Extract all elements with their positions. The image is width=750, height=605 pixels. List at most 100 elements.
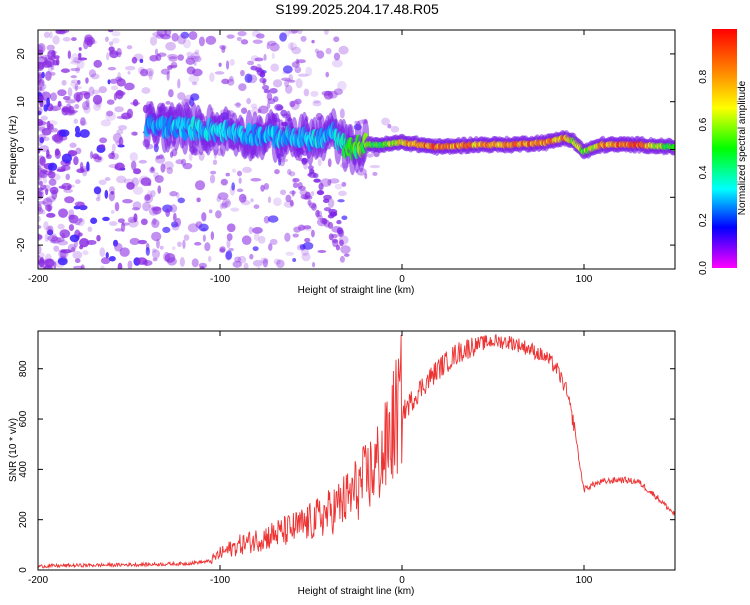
spectrogram-noise-blob: [292, 182, 299, 189]
spectrogram-noise-blob: [289, 199, 294, 207]
spectrogram-noise-blob: [283, 200, 295, 208]
spectrogram-noise-blob: [226, 34, 235, 39]
spectrogram-noise-blob: [311, 39, 315, 44]
spectrogram-noise-blob: [151, 231, 162, 242]
spectrogram-noise-blob: [381, 117, 390, 126]
spectrogram-noise-blob: [267, 40, 277, 46]
spectrogram-noise-blob: [46, 97, 51, 108]
x-tick-label: -200: [28, 575, 48, 586]
spectrogram-noise-blob: [106, 52, 110, 61]
spectrogram-noise-blob: [50, 92, 58, 102]
spectrogram-noise-blob: [156, 30, 167, 37]
spectrogram-noise-blob: [284, 30, 291, 37]
spectrogram-noise-blob: [90, 151, 94, 160]
spectrogram-noise-blob: [97, 156, 102, 161]
spectrogram-noise-blob: [325, 47, 332, 55]
spectrogram-noise-blob: [41, 127, 52, 136]
spectrogram-noise-blob: [329, 211, 338, 217]
y-tick-label: -20: [16, 237, 27, 252]
spectrogram-noise-blob: [38, 165, 42, 175]
spectrogram-noise-blob: [110, 191, 115, 195]
spectrogram-noise-blob: [58, 129, 70, 137]
spectrogram-noise-blob: [53, 133, 64, 144]
spectrogram-noise-blob: [296, 59, 306, 64]
spectrogram-noise-blob: [45, 70, 52, 81]
spectrogram-noise-blob: [215, 210, 222, 219]
spectrogram-noise-blob: [341, 215, 348, 221]
spectrogram-noise-blob: [95, 99, 103, 108]
spectrogram-noise-blob: [90, 73, 100, 80]
spectrogram-noise-blob: [113, 92, 117, 101]
spectrogram-noise-blob: [69, 60, 81, 65]
spectrogram-noise-blob: [57, 101, 62, 107]
spectrogram-noise-blob: [110, 209, 115, 214]
spectrogram-noise-blob: [93, 102, 101, 111]
spectrogram-noise-blob: [57, 240, 69, 246]
spectrogram-noise-blob: [65, 173, 70, 181]
spectrogram-noise-blob: [280, 189, 287, 196]
spectrogram-noise-blob: [41, 71, 45, 79]
spectrogram-noise-blob: [42, 197, 53, 207]
spectrogram-noise-blob: [162, 226, 171, 234]
spectrogram-noise-blob: [69, 142, 77, 148]
spectrogram-noise-blob: [71, 246, 76, 253]
spectrogram-noise-blob: [263, 54, 267, 61]
spectrogram-noise-blob: [292, 257, 297, 263]
spectrogram-noise-blob: [50, 105, 62, 111]
y-tick-label: 200: [18, 511, 29, 528]
spectrogram-noise-blob: [196, 197, 201, 203]
x-tick-label: -100: [210, 575, 230, 586]
spectrogram-noise-blob: [237, 31, 247, 37]
spectrogram-noise-blob: [341, 181, 347, 187]
spectrogram-noise-blob: [236, 36, 242, 42]
spectrogram-noise-blob: [70, 53, 80, 63]
spectrogram-noise-blob: [38, 176, 41, 182]
colorbar-tick-label: 0.4: [698, 165, 709, 179]
spectrogram-noise-blob: [108, 163, 120, 169]
spectrogram-noise-blob: [85, 77, 89, 84]
spectrogram-noise-blob: [298, 185, 306, 191]
spectrogram-noise-blob: [108, 152, 116, 160]
spectrogram-noise-blob: [293, 226, 302, 233]
spectrogram-noise-blob: [47, 205, 52, 213]
spectrogram-noise-blob: [165, 208, 170, 218]
spectrogram-noise-blob: [325, 71, 330, 78]
spectrogram-noise-blob: [177, 54, 184, 61]
spectrogram-noise-blob: [301, 247, 310, 256]
spectrogram-noise-blob: [109, 221, 118, 227]
spectrogram-noise-blob: [38, 121, 47, 126]
spectrogram-noise-blob: [99, 144, 106, 149]
spectrogram-noise-blob: [57, 257, 68, 266]
spectrogram-noise-blob: [38, 225, 42, 229]
spectrogram-noise-blob: [297, 224, 305, 231]
spectrogram-noise-blob: [284, 232, 291, 242]
spectrogram-noise-blob: [69, 234, 80, 243]
spectrogram-noise-blob: [57, 100, 62, 107]
spectrogram-noise-blob: [130, 160, 137, 171]
spectrogram-noise-blob: [47, 225, 54, 235]
spectrogram-noise-blob: [335, 244, 341, 251]
spectrogram-noise-blob: [238, 177, 242, 184]
spectrogram-noise-blob: [249, 253, 254, 260]
spectrogram-noise-blob: [304, 237, 311, 243]
spectrogram-noise-blob: [253, 232, 260, 242]
spectrogram-noise-blob: [117, 262, 123, 269]
spectrogram-noise-blob: [131, 207, 140, 211]
spectrogram-noise-blob: [107, 66, 117, 71]
spectrogram-noise-blob: [177, 241, 182, 248]
spectrogram-noise-blob: [147, 182, 152, 187]
spectrogram-noise-blob: [228, 247, 234, 252]
spectrogram-noise-blob: [68, 214, 75, 220]
spectrogram-noise-blob: [301, 252, 311, 262]
spectrogram-noise-blob: [116, 47, 122, 58]
spectrogram-noise-blob: [74, 82, 79, 92]
spectrogram-noise-blob: [38, 264, 46, 269]
spectrogram-noise-blob: [158, 154, 164, 160]
spectrogram-noise-blob: [268, 243, 273, 251]
spectrogram-noise-blob: [329, 178, 340, 184]
spectrogram-noise-blob: [313, 178, 321, 183]
spectrogram-noise-blob: [327, 158, 332, 168]
y-tick-label: 600: [18, 410, 29, 427]
spectrogram-noise-blob: [70, 75, 78, 79]
spectrogram-noise-blob: [316, 215, 323, 220]
